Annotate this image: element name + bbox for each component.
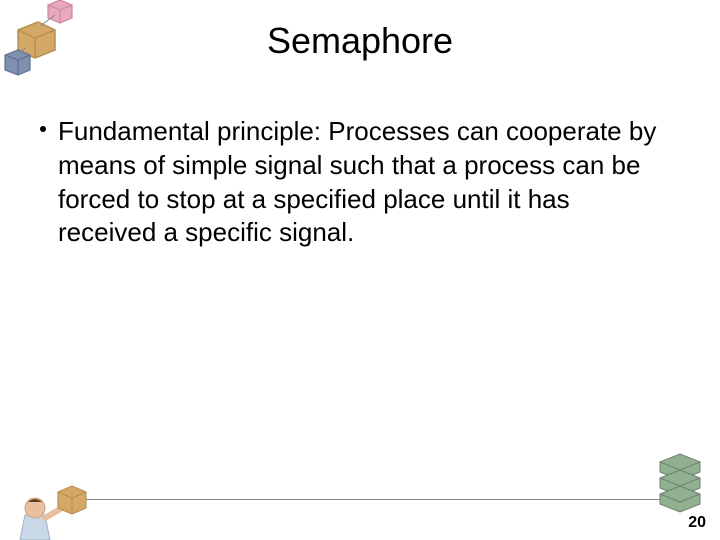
divider-line (80, 499, 670, 500)
bullet-item: Fundamental principle: Processes can coo… (40, 115, 670, 250)
bullet-marker-icon (40, 126, 46, 132)
page-number: 20 (688, 514, 706, 532)
decoration-server-icon (650, 450, 710, 520)
slide-body: Fundamental principle: Processes can coo… (40, 115, 670, 250)
bullet-text: Fundamental principle: Processes can coo… (58, 115, 670, 250)
decoration-person-icon (0, 470, 100, 540)
slide-title: Semaphore (0, 20, 720, 62)
slide-container: Semaphore Fundamental principle: Process… (0, 0, 720, 540)
